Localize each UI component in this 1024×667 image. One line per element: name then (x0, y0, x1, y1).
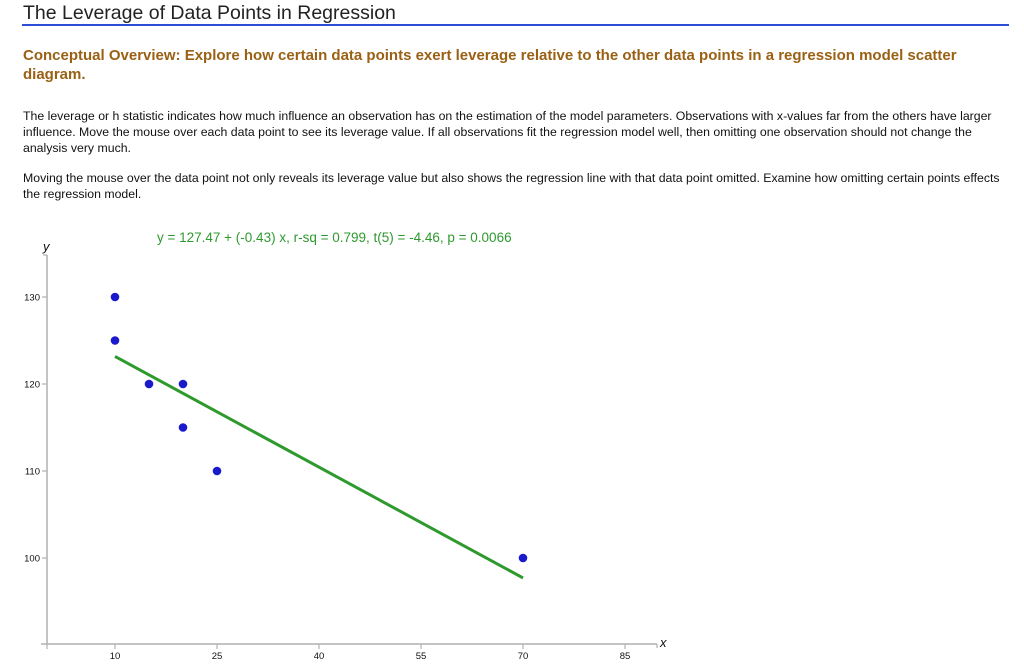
x-tick-label: 10 (110, 651, 121, 662)
data-point[interactable] (212, 466, 222, 476)
page-title: The Leverage of Data Points in Regressio… (23, 2, 396, 24)
description-paragraph-2: Moving the mouse over the data point not… (23, 171, 1000, 201)
regression-equation: y = 127.47 + (-0.43) x, r-sq = 0.799, t(… (157, 230, 512, 245)
title-divider (22, 24, 1009, 26)
y-tick-label: 110 (25, 467, 40, 478)
data-point[interactable] (110, 292, 120, 302)
data-point[interactable] (178, 423, 188, 432)
x-tick-label: 85 (620, 651, 631, 662)
x-tick-label: 25 (212, 651, 223, 662)
description-paragraph-1: The leverage or h statistic indicates ho… (23, 109, 992, 155)
x-tick-label: 40 (314, 651, 325, 662)
data-point[interactable] (518, 553, 528, 563)
x-tick-label: 55 (416, 651, 427, 662)
x-axis-label: x (659, 635, 667, 650)
data-point[interactable] (144, 379, 154, 389)
chart-axes: y x 100 110 120 130 10 25 40 55 70 85 (24, 239, 667, 662)
y-tick-label: 130 (24, 293, 40, 304)
y-tick-label: 120 (24, 380, 40, 391)
conceptual-overview: Conceptual Overview: Explore how certain… (23, 47, 957, 83)
regression-line-path (114, 355, 524, 580)
y-tick-label: 100 (24, 554, 40, 565)
y-axis-label: y (42, 239, 51, 254)
x-tick-label: 70 (518, 651, 529, 662)
data-point[interactable] (110, 336, 120, 345)
regression-line (114, 355, 524, 580)
data-point[interactable] (178, 379, 188, 389)
data-points (110, 292, 528, 563)
